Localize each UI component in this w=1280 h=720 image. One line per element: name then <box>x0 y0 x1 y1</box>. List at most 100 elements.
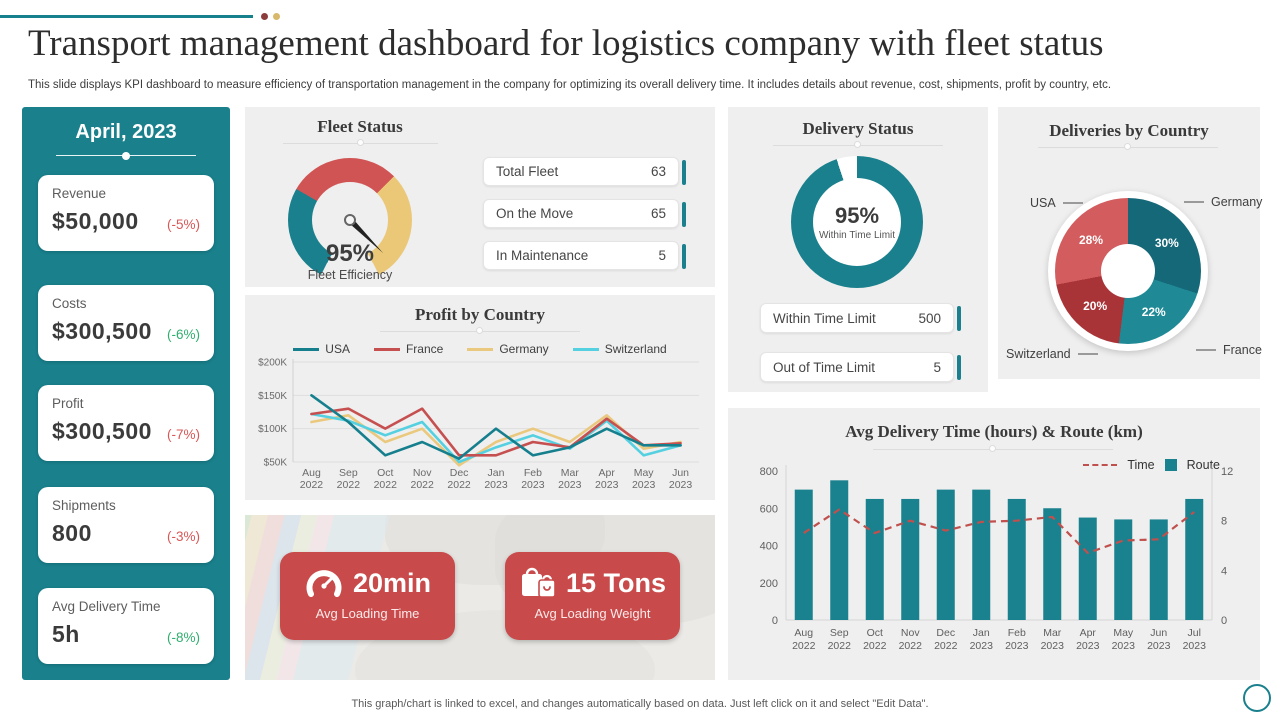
page-subtitle: This slide displays KPI dashboard to mea… <box>28 79 1112 91</box>
kpi-card-avg-delivery-time: Avg Delivery Time 5h (-8%) <box>38 588 214 664</box>
header-dot-gold <box>273 13 280 20</box>
header-accent-line <box>0 15 253 18</box>
pie-slice-label: 22% <box>1141 304 1166 319</box>
stat-tick <box>957 306 961 331</box>
kpi-delta: (-7%) <box>167 427 200 442</box>
legend-swatch <box>293 347 320 351</box>
title-divider <box>773 141 943 148</box>
svg-text:Mar: Mar <box>1043 627 1062 639</box>
fleet-status-panel: Fleet Status 95% Fleet Efficiency Total … <box>245 107 715 287</box>
callout-label: Germany <box>1211 195 1263 209</box>
svg-text:$200K: $200K <box>258 358 287 369</box>
kpi-label: Avg Delivery Time <box>52 599 161 614</box>
kpi-card-costs: Costs $300,500 (-6%) <box>38 285 214 361</box>
legend-label: France <box>405 342 444 356</box>
callout-label: Switzerland <box>1006 347 1071 361</box>
speedometer-icon <box>306 570 342 597</box>
divider-dot <box>476 327 483 334</box>
svg-text:600: 600 <box>760 503 778 515</box>
svg-text:Apr: Apr <box>599 467 616 479</box>
svg-text:Nov: Nov <box>413 467 432 479</box>
kpi-label: Shipments <box>52 498 116 513</box>
stat-row-within-time-limit: Within Time Limit 500 <box>760 303 961 333</box>
svg-text:2023: 2023 <box>1005 640 1029 652</box>
legend-label: USA <box>325 342 350 356</box>
svg-text:2022: 2022 <box>899 640 923 652</box>
stat-tick <box>682 160 686 185</box>
deliveries-pie: 30% 22% 20% 28% <box>1055 198 1201 344</box>
svg-text:Aug: Aug <box>302 467 321 479</box>
svg-text:Jun: Jun <box>1150 627 1167 639</box>
svg-text:Jan: Jan <box>488 467 505 479</box>
divider-dot <box>356 139 364 146</box>
svg-text:2023: 2023 <box>669 479 693 491</box>
svg-text:2022: 2022 <box>411 479 435 491</box>
kpi-delta: (-8%) <box>167 630 200 645</box>
deliveries-pie-hole <box>1101 244 1155 298</box>
legend-swatch <box>572 347 599 351</box>
callout-switzerland: Switzerland <box>1006 347 1098 361</box>
kpi-delta: (-5%) <box>167 217 200 232</box>
svg-text:Feb: Feb <box>524 467 542 479</box>
legend-item-switzerland: Switzerland <box>572 342 667 356</box>
stat-row-total-fleet: Total Fleet 63 <box>483 157 686 186</box>
fleet-gauge-wrap: 95% <box>288 158 412 282</box>
svg-text:0: 0 <box>772 615 778 627</box>
svg-text:8: 8 <box>1221 516 1227 528</box>
svg-text:Jul: Jul <box>1188 627 1201 639</box>
svg-text:Oct: Oct <box>377 467 393 479</box>
svg-text:2023: 2023 <box>1147 640 1171 652</box>
legend-swatch <box>467 347 494 351</box>
svg-text:2023: 2023 <box>970 640 994 652</box>
svg-text:4: 4 <box>1221 565 1227 577</box>
fleet-gauge-value: 95% <box>325 240 375 267</box>
svg-text:Feb: Feb <box>1008 627 1026 639</box>
svg-text:2023: 2023 <box>1041 640 1065 652</box>
stat-tick <box>957 355 961 380</box>
svg-text:2022: 2022 <box>300 479 324 491</box>
kpi-value: 800 <box>52 520 92 546</box>
svg-text:2023: 2023 <box>558 479 582 491</box>
route-legend-swatch <box>1164 459 1177 471</box>
svg-text:2022: 2022 <box>337 479 361 491</box>
legend-label: Switzerland <box>604 342 667 356</box>
divider-dot <box>854 141 861 148</box>
stat-value: 500 <box>918 310 941 326</box>
month-underline-dot <box>122 151 130 160</box>
svg-text:Apr: Apr <box>1080 627 1097 639</box>
stat-row-in-maintenance: In Maintenance 5 <box>483 241 686 270</box>
kpi-label: Costs <box>52 296 87 311</box>
svg-text:2022: 2022 <box>447 479 471 491</box>
loading-photo-panel: 20min Avg Loading Time 15 Tons Avg Loadi… <box>245 515 715 680</box>
title-divider <box>380 327 580 334</box>
delivery-status-panel: Delivery Status 95% Within Time Limit Wi… <box>728 107 988 392</box>
stat-label: In Maintenance <box>496 248 589 263</box>
legend-label-time: Time <box>1127 458 1155 472</box>
svg-text:400: 400 <box>760 541 778 553</box>
callout-line <box>1184 201 1204 203</box>
svg-text:200: 200 <box>760 578 778 590</box>
kpi-label: Revenue <box>52 186 107 201</box>
legend-label: Germany <box>499 342 549 356</box>
legend-item-germany: Germany <box>467 342 549 356</box>
kpi-label: Profit <box>52 396 84 411</box>
donut-value: 95% <box>834 203 880 228</box>
svg-text:Dec: Dec <box>450 467 469 479</box>
profit-chart-legend: USA France Germany Switzerland <box>245 342 715 356</box>
loading-weight-badge: 15 Tons Avg Loading Weight <box>505 552 680 640</box>
stat-row-on-the-move: On the Move 65 <box>483 199 686 228</box>
svg-text:$50K: $50K <box>264 458 288 469</box>
svg-text:2023: 2023 <box>632 479 656 491</box>
callout-line <box>1062 202 1083 204</box>
svg-text:2022: 2022 <box>934 640 958 652</box>
title-divider <box>283 139 438 146</box>
svg-text:Jan: Jan <box>973 627 990 639</box>
pie-slice-label: 30% <box>1154 235 1179 250</box>
kpi-value: $300,500 <box>52 318 152 344</box>
fleet-gauge-pivot <box>344 214 356 226</box>
page-title: Transport management dashboard for logis… <box>28 23 1104 64</box>
legend-item-usa: USA <box>293 342 350 356</box>
svg-text:2023: 2023 <box>521 479 545 491</box>
combo-bar-line-chart: 020040060080004812Aug2022Sep2022Oct2022N… <box>760 465 1233 652</box>
svg-text:2023: 2023 <box>595 479 619 491</box>
